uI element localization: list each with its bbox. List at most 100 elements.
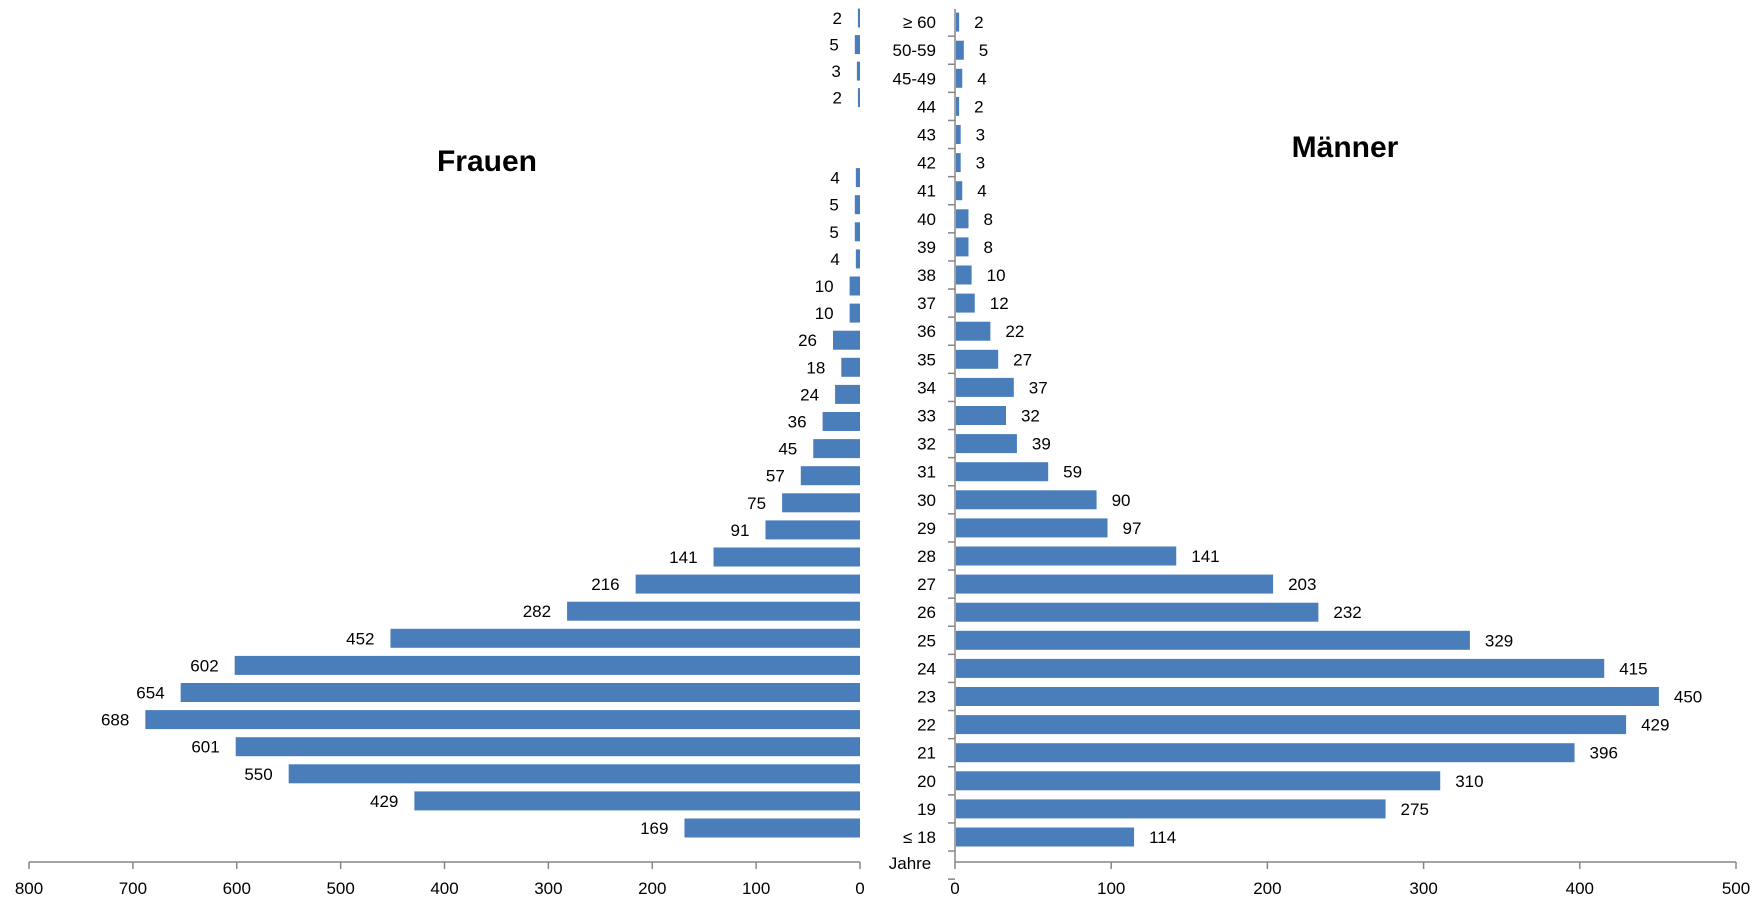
frauen-bar-value-label: 10 (815, 277, 834, 296)
frauen-x-tick-label: 700 (119, 879, 147, 898)
maenner-bar (956, 125, 961, 144)
frauen-x-tick-label: 300 (534, 879, 562, 898)
maenner-bar (956, 209, 969, 229)
frauen-x-tick-label: 400 (430, 879, 458, 898)
frauen-bar (854, 222, 860, 242)
age-category-label: 23 (917, 688, 936, 707)
maenner-bar-value-label: 4 (977, 69, 986, 88)
frauen-bar (145, 710, 861, 730)
frauen-bar (180, 683, 861, 702)
frauen-bar-value-label: 2 (832, 89, 841, 108)
frauen-bar-value-label: 18 (806, 358, 825, 377)
maenner-bar (956, 153, 961, 173)
maenner-x-tick-label: 400 (1566, 879, 1594, 898)
frauen-bar-value-label: 216 (591, 575, 619, 594)
maenner-bar-value-label: 10 (987, 266, 1006, 285)
frauen-bar (713, 547, 860, 567)
frauen-x-tick-label: 600 (223, 879, 251, 898)
maenner-x-tick-label: 500 (1722, 879, 1750, 898)
age-category-label: 20 (917, 772, 936, 791)
maenner-bar (956, 181, 963, 201)
maenner-bar (956, 490, 1097, 510)
frauen-panel: Frauen 010020030040050060070080016942955… (15, 8, 865, 898)
maenner-bar (956, 68, 963, 88)
maenner-bar-value-label: 329 (1485, 631, 1513, 650)
age-category-label: 30 (917, 491, 936, 510)
maenner-bar-value-label: 39 (1032, 435, 1051, 454)
age-category-label: 31 (917, 463, 936, 482)
frauen-bar-value-label: 10 (815, 304, 834, 323)
maenner-bar-value-label: 37 (1029, 378, 1048, 397)
maenner-bar (956, 799, 1386, 819)
frauen-bar (635, 574, 860, 594)
frauen-bar (813, 439, 860, 459)
frauen-x-tick-label: 100 (742, 879, 770, 898)
frauen-bar (857, 88, 860, 108)
maenner-bar (956, 96, 960, 116)
maenner-bar-value-label: 310 (1455, 772, 1483, 791)
age-category-label: 45-49 (893, 69, 936, 88)
maenner-bar (956, 715, 1627, 735)
maenner-bar (956, 827, 1135, 847)
frauen-bar (235, 737, 860, 757)
frauen-bar (822, 412, 860, 431)
maenner-bar-value-label: 27 (1013, 350, 1032, 369)
maenner-bar (956, 743, 1575, 763)
maenner-title: Männer (1292, 131, 1399, 164)
maenner-bar (956, 293, 975, 313)
frauen-bar (832, 330, 860, 350)
frauen-bar (841, 357, 860, 377)
frauen-bar-value-label: 601 (191, 738, 219, 757)
age-category-label: 28 (917, 547, 936, 566)
jahre-axis-label: Jahre (889, 854, 932, 873)
maenner-bar-value-label: 59 (1063, 463, 1082, 482)
maenner-x-tick-label: 200 (1253, 879, 1281, 898)
age-category-label: 44 (917, 97, 936, 116)
maenner-bar (956, 265, 972, 285)
maenner-bar (956, 630, 1470, 650)
maenner-bar-value-label: 22 (1005, 322, 1024, 341)
age-category-label: 25 (917, 631, 936, 650)
age-category-label: 22 (917, 716, 936, 735)
maenner-bar (956, 12, 960, 32)
maenner-bar-value-label: 32 (1021, 407, 1040, 426)
frauen-x-tick-label: 0 (855, 879, 864, 898)
frauen-bar (857, 8, 860, 28)
maenner-bar (956, 406, 1006, 425)
maenner-bar-value-label: 450 (1674, 688, 1702, 707)
maenner-x-tick-label: 0 (950, 879, 959, 898)
frauen-bar (849, 276, 860, 296)
age-category-label: 41 (917, 182, 936, 201)
frauen-bar-value-label: 3 (831, 62, 840, 81)
frauen-bar-value-label: 4 (830, 250, 839, 269)
frauen-bar (234, 655, 861, 675)
age-category-label: 32 (917, 435, 936, 454)
frauen-bar-value-label: 282 (523, 602, 551, 621)
frauen-x-tick-label: 500 (326, 879, 354, 898)
age-category-label: 39 (917, 238, 936, 257)
maenner-bar (956, 574, 1274, 594)
maenner-x-tick-label: 100 (1097, 879, 1125, 898)
age-category-label: 42 (917, 154, 936, 173)
frauen-bar-value-label: 4 (830, 169, 839, 188)
maenner-bar (956, 237, 969, 257)
maenner-bar-value-label: 396 (1590, 744, 1618, 763)
maenner-bar-value-label: 4 (977, 182, 986, 201)
maenner-bar-value-label: 203 (1288, 575, 1316, 594)
age-category-label: 33 (917, 407, 936, 426)
maenner-bar-value-label: 275 (1401, 800, 1429, 819)
frauen-bar-value-label: 5 (829, 196, 838, 215)
maenner-bar (956, 462, 1049, 482)
maenner-bar-value-label: 3 (976, 154, 985, 173)
maenner-bar (956, 602, 1319, 622)
age-category-label: 21 (917, 744, 936, 763)
age-category-label: 40 (917, 210, 936, 229)
frauen-bar-value-label: 550 (244, 765, 272, 784)
age-category-label: 37 (917, 294, 936, 313)
frauen-bar-value-label: 24 (800, 385, 819, 404)
frauen-bar (856, 61, 860, 81)
frauen-bar-value-label: 602 (190, 656, 218, 675)
